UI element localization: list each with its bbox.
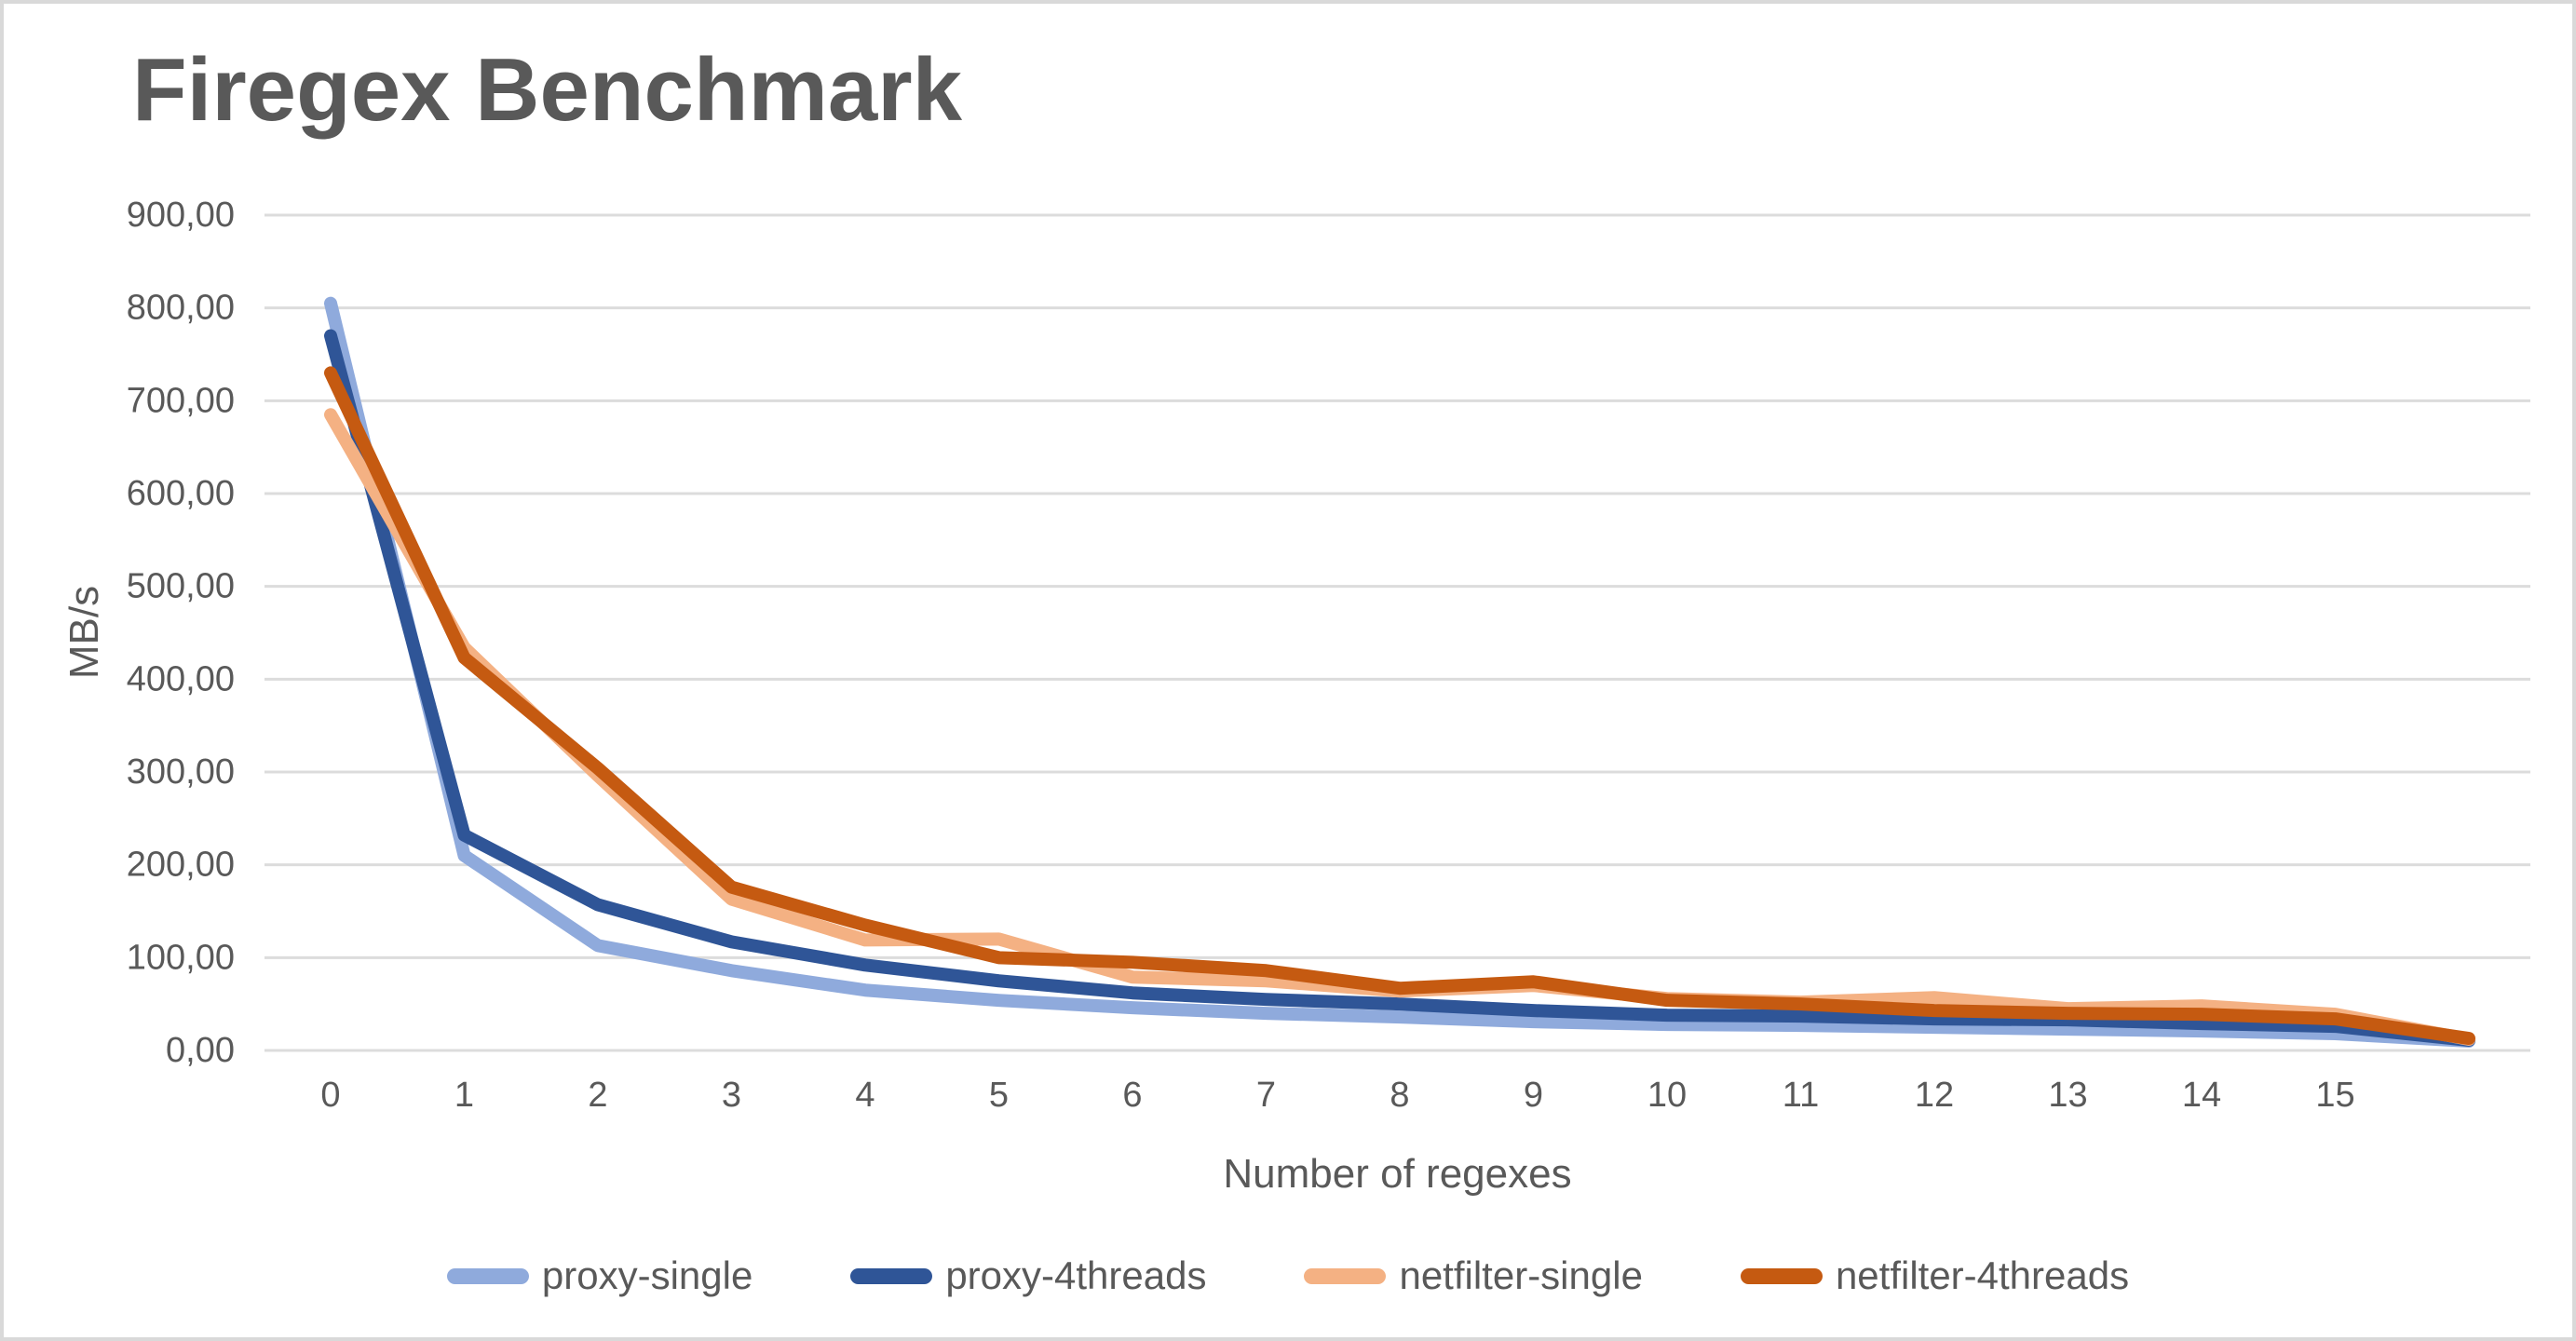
legend-label: proxy-4threads <box>945 1253 1207 1297</box>
x-tick-label: 12 <box>1915 1076 1954 1115</box>
legend-item-proxy-single: proxy-single <box>446 1253 753 1298</box>
x-tick-label: 5 <box>989 1076 1009 1115</box>
chart-title: Firegex Benchmark <box>132 40 963 140</box>
x-tick-label: 11 <box>1783 1076 1819 1115</box>
legend-swatch-netfilter-single <box>1304 1267 1387 1284</box>
y-tick-label: 500,00 <box>127 567 235 606</box>
y-tick-label: 800,00 <box>127 289 235 328</box>
legend-item-netfilter-4threads: netfilter-4threads <box>1740 1253 2130 1298</box>
x-tick-label: 13 <box>2048 1076 2087 1115</box>
y-tick-label: 900,00 <box>127 196 235 235</box>
x-tick-label: 2 <box>588 1076 607 1115</box>
plot-area: 0,00 100,00 200,00 300,00 400,00 500,00 600,00… <box>127 196 2530 1115</box>
x-tick-label: 6 <box>1122 1076 1142 1115</box>
series-line-netfilter-single <box>324 408 2475 1047</box>
y-axis-title: MB/s <box>61 585 107 680</box>
x-axis-title: Number of regexes <box>1223 1151 1572 1197</box>
series-line-proxy-single <box>324 296 2475 1049</box>
y-tick-label: 0,00 <box>166 1031 235 1070</box>
legend-label: proxy-single <box>541 1253 753 1297</box>
x-tick-label: 1 <box>454 1076 474 1115</box>
legend-swatch-proxy-4threads <box>850 1267 933 1284</box>
x-tick-label: 4 <box>855 1076 874 1115</box>
x-tick-label: 14 <box>2182 1076 2221 1115</box>
legend-swatch-proxy-single <box>446 1267 529 1284</box>
y-tick-label: 100,00 <box>127 938 235 977</box>
x-tick-label: 9 <box>1524 1076 1543 1115</box>
legend-swatch-netfilter-4threads <box>1740 1267 1823 1284</box>
legend-item-proxy-4threads: proxy-4threads <box>850 1253 1206 1298</box>
x-tick-label: 3 <box>722 1076 741 1115</box>
x-tick-label: 8 <box>1390 1076 1409 1115</box>
y-tick-label: 300,00 <box>127 752 235 792</box>
series-line-proxy-4threads <box>324 329 2475 1048</box>
y-tick-label: 600,00 <box>127 474 235 513</box>
legend-label: netfilter-4threads <box>1835 1253 2130 1297</box>
legend: proxy-single proxy-4threads netfilter-sing… <box>4 1253 2572 1298</box>
x-tick-label: 10 <box>1647 1076 1687 1115</box>
y-tick-label: 200,00 <box>127 846 235 885</box>
x-tick-label: 0 <box>320 1076 340 1115</box>
y-tick-label: 400,00 <box>127 659 235 698</box>
legend-item-netfilter-single: netfilter-single <box>1304 1253 1643 1298</box>
x-tick-label: 7 <box>1256 1076 1276 1115</box>
legend-label: netfilter-single <box>1399 1253 1643 1297</box>
series-line-netfilter-4threads <box>324 366 2475 1046</box>
y-tick-label: 700,00 <box>127 381 235 420</box>
x-tick-label: 15 <box>2315 1076 2354 1115</box>
